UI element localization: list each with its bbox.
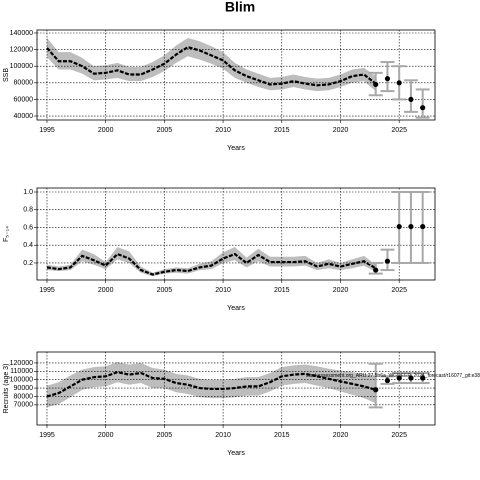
y-axis-label: SSB [3, 68, 10, 82]
y-tick-label: 100000 [10, 63, 33, 70]
x-tick-label: 2020 [333, 287, 349, 294]
forecast-point [420, 375, 426, 381]
forecast-point [384, 377, 391, 384]
plot-frame [36, 187, 436, 281]
x-tick-label: 2005 [157, 287, 173, 294]
estimate-line [46, 45, 377, 87]
x-tick-label: 1995 [39, 127, 55, 134]
x-tick-label: 2005 [157, 127, 173, 134]
x-tick-label: 1995 [39, 287, 55, 294]
forecast-point [408, 223, 414, 230]
y-tick-label: 120000 [10, 360, 33, 367]
x-tick-label: 2010 [215, 287, 231, 294]
x-tick-label: 2000 [98, 432, 114, 439]
x-axis-label: Years [227, 305, 245, 312]
x-tick-label: 2025 [391, 127, 407, 134]
y-tick-label: 0.2 [23, 260, 33, 267]
y-tick-label: 60000 [14, 96, 34, 103]
confidence-band [46, 362, 376, 408]
y-axis-label: Recruits (age 3) [3, 364, 10, 414]
x-tick-label: 2010 [215, 127, 231, 134]
x-tick-label: 2005 [157, 432, 173, 439]
y-tick-label: 90000 [14, 385, 34, 392]
x-axis-label: Years [227, 450, 245, 457]
confidence-band [46, 246, 376, 277]
y-tick-label: 0.4 [23, 242, 33, 249]
y-tick-label: 80000 [14, 80, 34, 87]
x-tick-label: 2015 [274, 432, 290, 439]
forecast-point [384, 258, 391, 264]
forecast-point [396, 223, 402, 230]
x-tick-label: 2015 [274, 287, 290, 294]
y-tick-label: 0.8 [23, 207, 33, 214]
x-tick-label: 2000 [98, 287, 114, 294]
confidence-band [46, 37, 376, 92]
x-tick-label: 2025 [391, 432, 407, 439]
x-tick-label: 2000 [98, 127, 114, 134]
y-tick-label: 1.0 [23, 189, 33, 196]
x-tick-label: 2020 [333, 127, 349, 134]
y-axis-label: F₅₋₁₄ [3, 226, 10, 242]
y-tick-label: 40000 [14, 113, 34, 120]
annotation: stockassessment.org_ARU.27.5b6a_WGDEEP_2… [306, 373, 480, 379]
forecast-point [384, 76, 391, 82]
y-tick-label: 100000 [10, 377, 33, 384]
plot-frame [36, 351, 436, 426]
forecast-point [408, 96, 414, 103]
x-tick-label: 2025 [391, 287, 407, 294]
forecast-point [396, 375, 402, 381]
y-tick-label: 80000 [14, 393, 34, 400]
x-tick-label: 1995 [39, 432, 55, 439]
chart-title: Blim [225, 0, 255, 15]
forecast-point [396, 80, 402, 86]
plot-frame [36, 29, 436, 121]
x-axis-label: Years [227, 145, 245, 152]
x-tick-label: 2020 [333, 432, 349, 439]
x-tick-label: 2015 [274, 127, 290, 134]
estimate-line [46, 252, 377, 276]
forecast-point [373, 267, 379, 273]
forecast-point [420, 223, 426, 230]
y-tick-label: 70000 [14, 402, 34, 409]
forecast-point [373, 387, 379, 393]
y-tick-label: 140000 [10, 30, 33, 37]
y-tick-label: 120000 [10, 46, 33, 53]
x-tick-label: 2010 [215, 432, 231, 439]
forecast-point [373, 81, 379, 88]
y-tick-label: 0.6 [23, 224, 33, 231]
y-tick-label: 110000 [10, 368, 33, 375]
estimate-line [46, 370, 377, 398]
forecast-point [408, 375, 414, 381]
forecast-point [420, 105, 426, 111]
